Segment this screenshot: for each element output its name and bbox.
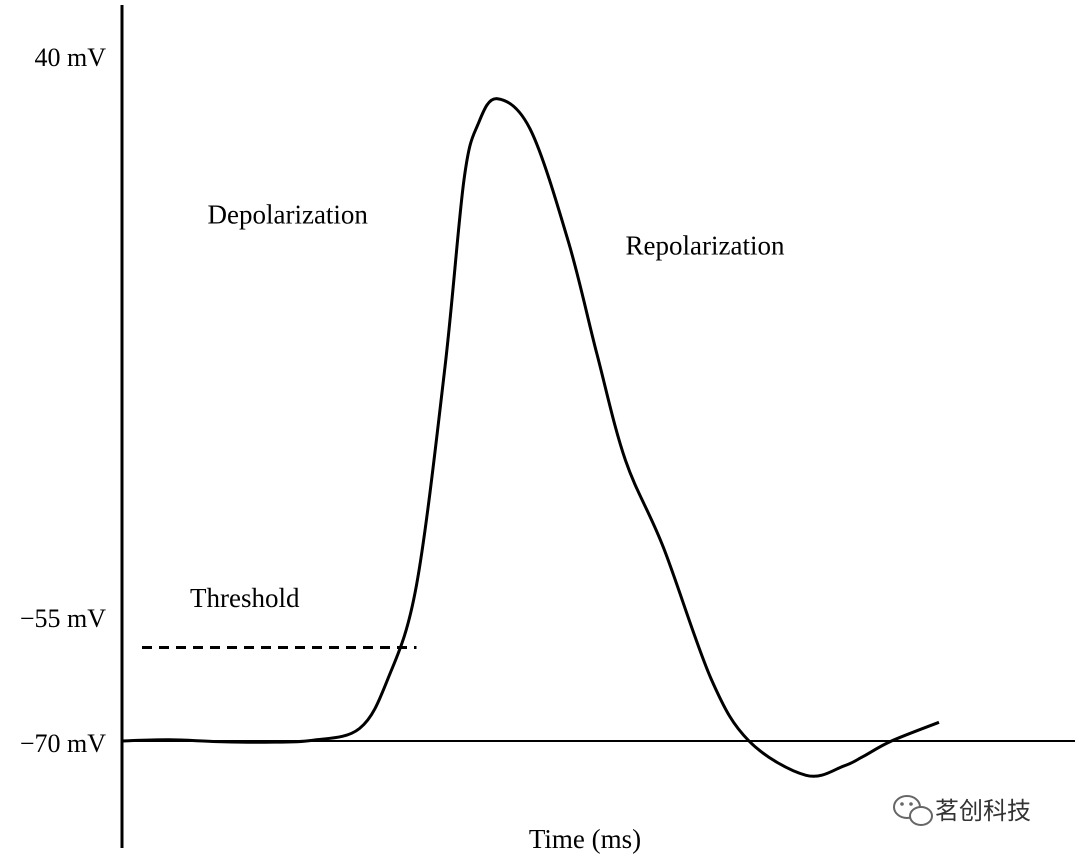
watermark: 茗创科技 — [893, 795, 1031, 826]
y-tick-label-40: 40 mV — [35, 43, 107, 72]
repolarization-label: Repolarization — [626, 231, 785, 261]
wechat-icon — [893, 795, 933, 826]
y-tick-label-minus70: −70 mV — [20, 729, 106, 758]
threshold-label: Threshold — [190, 583, 300, 613]
action-potential-curve — [121, 97, 940, 778]
watermark-text: 茗创科技 — [935, 797, 1031, 825]
x-axis-label: Time (ms) — [529, 824, 641, 854]
y-tick-label-minus55: −55 mV — [20, 604, 106, 633]
depolarization-label: Depolarization — [208, 199, 369, 229]
